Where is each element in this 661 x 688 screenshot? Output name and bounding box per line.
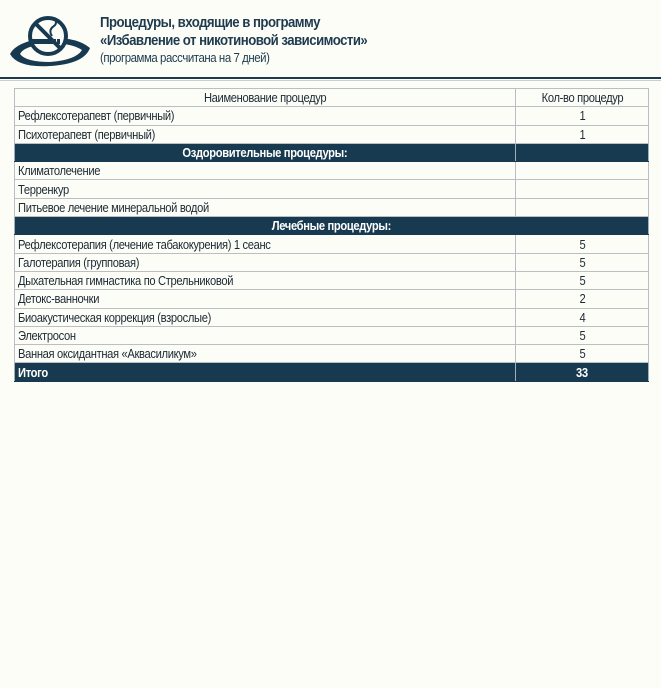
table-row: Питьевое лечение минеральной водой [14, 197, 649, 218]
procedure-name: Детокс-ванночки [14, 289, 516, 309]
total-count: 33 [515, 362, 649, 382]
procedure-name: Галотерапия (групповая) [14, 252, 516, 272]
page-title: Процедуры, входящие в программу [100, 14, 320, 31]
procedure-count [515, 161, 649, 181]
table-row: Терренкур [14, 179, 649, 199]
procedure-name: Питьевое лечение минеральной водой [14, 197, 516, 218]
total-label: Итого [14, 362, 516, 382]
procedure-count [515, 179, 649, 199]
table-header-row: Наименование процедур Кол-во процедур [14, 87, 649, 108]
table-row: Рефлексотерапия (лечение табакокурения) … [14, 234, 649, 254]
table-row: Климатолечение [14, 161, 649, 181]
table-row: Ванная оксидантная «Аквасиликум» 5 [14, 344, 649, 364]
procedure-name: Терренкур [14, 179, 516, 199]
procedure-name: Рефлексотерапевт (первичный) [14, 106, 516, 126]
total-row: Итого 33 [14, 362, 649, 382]
procedure-count: 1 [515, 106, 649, 126]
procedure-count: 5 [515, 252, 649, 272]
procedure-count [515, 197, 649, 218]
no-smoking-icon [6, 14, 92, 70]
procedure-name: Электросон [14, 325, 516, 346]
procedure-count: 5 [515, 344, 649, 364]
table-row: Галотерапия (групповая) 5 [14, 252, 649, 272]
page-header: Процедуры, входящие в программу «Избавле… [100, 14, 404, 65]
program-name: «Избавление от никотиновой зависимости» [100, 32, 368, 49]
procedure-count: 5 [515, 325, 649, 346]
procedures-table: Наименование процедур Кол-во процедур Ре… [14, 87, 649, 382]
procedure-count: 2 [515, 289, 649, 309]
section-title: Лечебные процедуры: [14, 216, 649, 236]
column-header-name: Наименование процедур [14, 87, 516, 108]
page-subtitle: (программа рассчитана на 7 дней) [100, 50, 270, 65]
procedure-count: 5 [515, 234, 649, 254]
procedure-name: Рефлексотерапия (лечение табакокурения) … [14, 234, 516, 254]
procedure-count: 5 [515, 270, 649, 291]
column-header-count: Кол-во процедур [515, 87, 649, 108]
table-row: Электросон 5 [14, 325, 649, 346]
table-row: Психотерапевт (первичный) 1 [14, 124, 649, 144]
section-header-row: Оздоровительные процедуры: [14, 142, 649, 163]
section-title: Оздоровительные процедуры: [14, 142, 516, 163]
procedure-name: Ванная оксидантная «Аквасиликум» [14, 344, 516, 364]
table-row: Дыхательная гимнастика по Стрельниковой 5 [14, 270, 649, 291]
procedure-name: Климатолечение [14, 161, 516, 181]
table-row: Биоакустическая коррекция (взрослые) 4 [14, 307, 649, 327]
procedure-name: Дыхательная гимнастика по Стрельниковой [14, 270, 516, 291]
table-row: Рефлексотерапевт (первичный) 1 [14, 106, 649, 126]
procedure-count: 4 [515, 307, 649, 327]
procedure-count: 1 [515, 124, 649, 144]
procedure-name: Психотерапевт (первичный) [14, 124, 516, 144]
table-row: Детокс-ванночки 2 [14, 289, 649, 309]
header-divider-thin [0, 80, 661, 81]
section-header-row: Лечебные процедуры: [14, 216, 649, 236]
procedure-name: Биоакустическая коррекция (взрослые) [14, 307, 516, 327]
header-divider [0, 77, 661, 79]
